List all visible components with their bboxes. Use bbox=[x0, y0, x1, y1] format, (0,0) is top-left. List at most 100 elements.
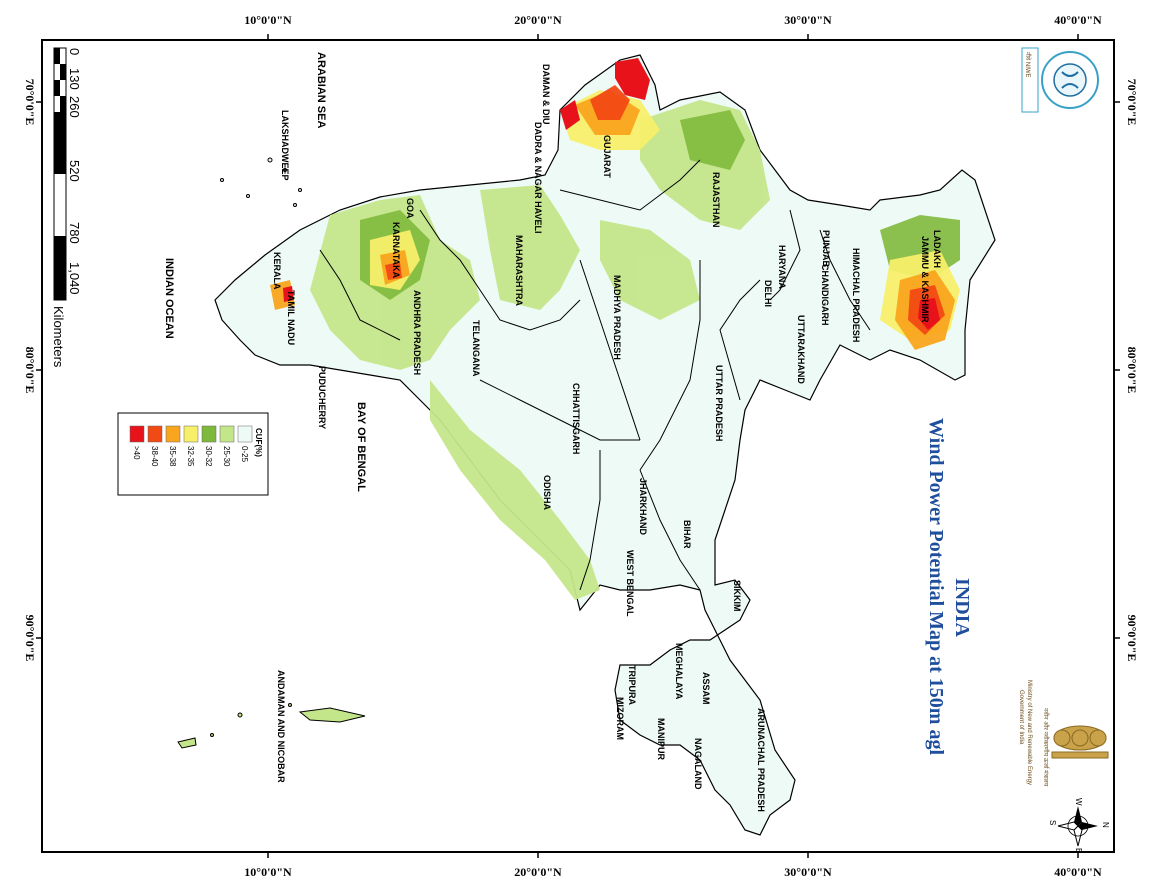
state-label-rajasthan: RAJASTHAN bbox=[711, 172, 721, 228]
bay-of-bengal-label: BAY OF BENGAL bbox=[355, 402, 367, 492]
legend-swatch-0 bbox=[129, 425, 145, 443]
bottom-lat-label-1: 10°0'0"N bbox=[244, 865, 292, 879]
state-label-tripura: TRIPURA bbox=[627, 665, 637, 705]
scale-tick-1040: 1,040 bbox=[67, 262, 82, 295]
legend-label-4: 30-32 bbox=[204, 446, 213, 467]
legend-swatch-1 bbox=[147, 425, 163, 443]
legend-label-1: 38-40 bbox=[150, 446, 159, 467]
legend-swatch-6 bbox=[237, 425, 253, 443]
north-arrow: N S W E bbox=[1048, 798, 1110, 853]
scale-tick-520: 520 bbox=[67, 160, 82, 182]
state-label-uttar-pradesh: UTTAR PRADESH bbox=[714, 365, 724, 441]
state-label-telangana: TELANGANA bbox=[471, 320, 481, 377]
compass-e: E bbox=[1074, 848, 1083, 853]
state-label-madhya-pradesh: MADHYA PRADESH bbox=[612, 275, 622, 360]
legend-label-6: 0-25 bbox=[240, 446, 249, 463]
state-label-mizoram: MIZORAM bbox=[615, 697, 625, 740]
state-label-haryana: HARYANA bbox=[777, 245, 787, 289]
state-label-assam: ASSAM bbox=[701, 672, 711, 705]
compass-rose-icon bbox=[1057, 806, 1098, 847]
ministry-hindi-text: नवीन और नवीकरणीय ऊर्जा मंत्रालय bbox=[1042, 708, 1050, 787]
compass-n: N bbox=[1101, 822, 1110, 828]
state-label-meghalaya: MEGHALAYA bbox=[674, 643, 684, 700]
legend-swatch-4 bbox=[201, 425, 217, 443]
state-label-tamil-nadu: TAMIL NADU bbox=[286, 290, 296, 345]
compass-s: S bbox=[1048, 820, 1057, 825]
state-label-andaman-nicobar: ANDAMAN AND NICOBAR bbox=[276, 670, 286, 783]
state-label-uttarakhand: UTTARAKHAND bbox=[796, 315, 806, 384]
indian-ocean-label: INDIAN OCEAN bbox=[163, 258, 175, 339]
lakshadweep-islands bbox=[220, 157, 302, 207]
state-label-himachal-pradesh: HIMACHAL PRADESH bbox=[851, 248, 861, 342]
state-label-punjab: PUNJAB bbox=[821, 230, 831, 268]
scale-unit-label: Kilometers bbox=[51, 306, 66, 368]
state-boundaries bbox=[319, 159, 871, 591]
ministry-emblem: नवीन और नवीकरणीय ऊर्जा मंत्रालय Ministry… bbox=[1018, 680, 1109, 787]
state-label-bihar: BIHAR bbox=[682, 520, 692, 549]
left-lon-label-2: 80°0'0"E bbox=[23, 347, 37, 394]
state-label-nagaland: NAGALAND bbox=[693, 738, 703, 790]
india-landmass bbox=[177, 54, 996, 836]
scale-tick-260: 260 bbox=[67, 96, 82, 118]
left-lon-label-3: 90°0'0"E bbox=[23, 615, 37, 662]
legend-swatch-5 bbox=[219, 425, 235, 443]
state-label-puducherry: PUDUCHERRY bbox=[317, 366, 327, 429]
state-label-maharashtra: MAHARASHTRA bbox=[514, 235, 524, 306]
ministry-name-text: Ministry of New and Renewable Energy bbox=[1026, 680, 1032, 785]
legend-swatches: >40 38-40 35-38 32-35 30-32 25-30 0-25 bbox=[129, 425, 253, 467]
map-title-subtitle: Wind Power Potential Map at 150m agl bbox=[925, 418, 947, 755]
legend-label-3: 32-35 bbox=[186, 446, 195, 467]
state-label-goa: GOA bbox=[405, 198, 415, 219]
state-label-ladakh: LADAKH bbox=[932, 230, 942, 268]
scale-tick-130: 130 bbox=[67, 68, 82, 90]
niwe-logo-text: नीवे NIWE bbox=[1024, 52, 1032, 78]
andaman-nicobar-islands bbox=[177, 703, 366, 749]
state-label-jammu-kashmir: JAMMU & KASHMIR bbox=[920, 236, 930, 323]
state-label-manipur: MANIPUR bbox=[656, 718, 666, 760]
scale-bar: 0 130 260 520 780 1,040 Kilometers bbox=[51, 47, 82, 368]
top-lat-label-2: 20°0'0"N bbox=[514, 13, 562, 27]
state-label-andhra-pradesh: ANDHRA PRADESH bbox=[412, 290, 422, 375]
legend-swatch-2 bbox=[165, 425, 181, 443]
state-label-dadra-nagar-haveli: DADRA & NAGAR HAVELI bbox=[533, 122, 543, 234]
cuf-patches-above-40 bbox=[283, 58, 940, 330]
state-label-daman-diu: DAMAN & DIU bbox=[541, 64, 551, 125]
state-label-lakshadweep: LAKSHADWEEP bbox=[280, 110, 290, 181]
state-label-arunachal-pradesh: ARUNACHAL PRADESH bbox=[756, 708, 766, 812]
ministry-govt-text: Government of India bbox=[1018, 690, 1024, 745]
ashoka-emblem-icon bbox=[1051, 725, 1109, 759]
top-lat-label-3: 30°0'0"N bbox=[784, 13, 832, 27]
state-label-west-bengal: WEST BENGAL bbox=[625, 550, 635, 617]
state-label-karnataka: KARNATAKA bbox=[391, 222, 401, 279]
top-lat-label-4: 40°0'0"N bbox=[1054, 13, 1102, 27]
legend-label-2: 35-38 bbox=[168, 446, 177, 467]
state-label-jharkhand: JHARKHAND bbox=[638, 478, 648, 536]
state-label-gujarat: GUJARAT bbox=[602, 135, 612, 178]
map-title-india: INDIA bbox=[951, 578, 973, 637]
compass-w: W bbox=[1074, 798, 1083, 806]
legend-label-5: 25-30 bbox=[222, 446, 231, 467]
right-lon-label-1: 70°0'0"E bbox=[1125, 79, 1139, 126]
left-lon-label-1: 70°0'0"E bbox=[23, 79, 37, 126]
state-label-odisha: ODISHA bbox=[542, 475, 552, 511]
scale-tick-0: 0 bbox=[67, 48, 82, 55]
state-label-chandigarh: CHANDIGARH bbox=[820, 264, 830, 326]
top-lat-label-1: 10°0'0"N bbox=[244, 13, 292, 27]
scale-tick-780: 780 bbox=[67, 222, 82, 244]
legend-title: CUF(%) bbox=[254, 428, 263, 457]
legend-swatch-3 bbox=[183, 425, 199, 443]
right-lon-label-2: 80°0'0"E bbox=[1125, 347, 1139, 394]
graticule-ticks bbox=[36, 34, 1120, 858]
state-label-kerala: KERALA bbox=[272, 252, 282, 290]
niwe-logo: नीवे NIWE bbox=[1021, 47, 1099, 113]
cuf-legend: >40 38-40 35-38 32-35 30-32 25-30 0-25 CUF(%) bbox=[117, 412, 269, 496]
bottom-lat-label-3: 30°0'0"N bbox=[784, 865, 832, 879]
bottom-lat-label-4: 40°0'0"N bbox=[1054, 865, 1102, 879]
bottom-lat-label-2: 20°0'0"N bbox=[514, 865, 562, 879]
legend-label-0: >40 bbox=[132, 446, 141, 460]
state-label-sikkim: SIKKIM bbox=[732, 580, 742, 612]
arabian-sea-label: ARABIAN SEA bbox=[315, 52, 327, 128]
state-label-delhi: DELHI bbox=[763, 280, 773, 307]
right-lon-label-3: 90°0'0"E bbox=[1125, 615, 1139, 662]
